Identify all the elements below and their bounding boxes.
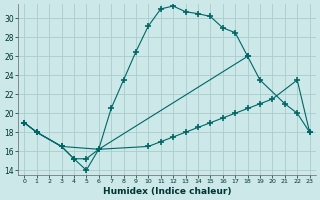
X-axis label: Humidex (Indice chaleur): Humidex (Indice chaleur) [103,187,231,196]
